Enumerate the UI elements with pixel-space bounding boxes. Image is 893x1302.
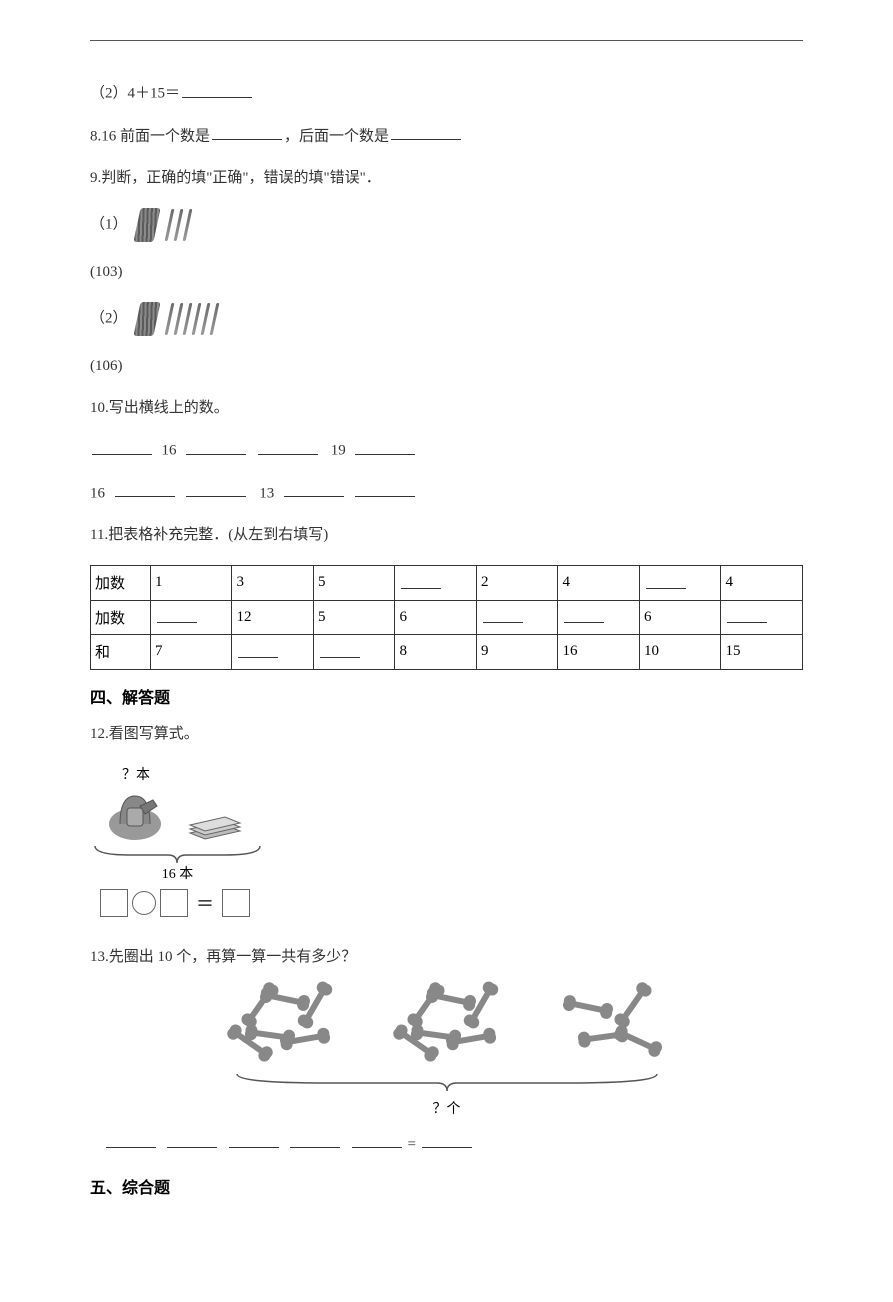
- cell: 2: [476, 566, 558, 601]
- q13-blanks: =: [90, 1132, 803, 1157]
- equation-template: ＝: [90, 889, 803, 917]
- q12-qmark: ？本: [90, 764, 803, 784]
- section-4-title: 四、解答题: [90, 684, 803, 708]
- q13-label: ？个: [207, 1098, 687, 1118]
- q13-b6[interactable]: [422, 1132, 472, 1149]
- cell: 加数: [91, 600, 151, 635]
- equals-sign: ＝: [196, 890, 214, 916]
- cell: 8: [395, 635, 477, 670]
- q13-b2[interactable]: [167, 1132, 217, 1149]
- equation-box-1[interactable]: [100, 889, 128, 917]
- q8-text-b: ，后面一个数是: [284, 128, 389, 144]
- q11: 11.把表格补充完整．(从左到右填写): [90, 523, 803, 547]
- cell: 4: [721, 566, 803, 601]
- addend-table: 加数 1 3 5 2 4 4 加数 12 5 6 6: [90, 565, 803, 670]
- equation-box-2[interactable]: [160, 889, 188, 917]
- cell: 15: [721, 635, 803, 670]
- q9-2: （2）: [90, 302, 803, 336]
- q13-eq: =: [408, 1136, 420, 1152]
- q13-b4[interactable]: [290, 1132, 340, 1149]
- table-row: 加数 12 5 6 6: [91, 600, 803, 635]
- q7-2-blank[interactable]: [182, 81, 252, 98]
- q10-row1: 16 19: [90, 438, 803, 463]
- q12-figure: ？本 16 本: [90, 764, 803, 917]
- q10-row2: 16 13: [90, 481, 803, 506]
- bone-cluster-icon: [391, 993, 521, 1063]
- cell: 10: [639, 635, 721, 670]
- cell-blank[interactable]: [313, 635, 395, 670]
- q8-blank-2[interactable]: [391, 124, 461, 141]
- q8-blank-1[interactable]: [212, 124, 282, 141]
- q10-r1-b3[interactable]: [258, 438, 318, 455]
- cell: 加数: [91, 566, 151, 601]
- sticks-icon: [137, 302, 219, 336]
- backpack-icon: [105, 786, 165, 841]
- section-5-title: 五、综合题: [90, 1174, 803, 1198]
- q9-2-num: (106): [90, 354, 803, 378]
- q13: 13.先圈出 10 个，再算一算一共有多少？: [90, 945, 803, 969]
- q8: 8.16 前面一个数是 ，后面一个数是: [90, 124, 803, 149]
- cell: 12: [232, 600, 314, 635]
- q10-r2-b3[interactable]: [284, 481, 344, 498]
- q10-r2-b4[interactable]: [355, 481, 415, 498]
- equation-op[interactable]: [132, 891, 156, 915]
- table-row: 和 7 8 9 16 10 15: [91, 635, 803, 670]
- cell: 6: [395, 600, 477, 635]
- cell-blank[interactable]: [639, 566, 721, 601]
- cell-blank[interactable]: [721, 600, 803, 635]
- cell: 7: [150, 635, 232, 670]
- q9-2-label: （2）: [90, 310, 128, 326]
- q13-b3[interactable]: [229, 1132, 279, 1149]
- cell: 6: [639, 600, 721, 635]
- cell: 1: [150, 566, 232, 601]
- equation-box-3[interactable]: [222, 889, 250, 917]
- q10-r1-b4[interactable]: [355, 438, 415, 455]
- cell: 16: [558, 635, 640, 670]
- cell: 9: [476, 635, 558, 670]
- cell: 3: [232, 566, 314, 601]
- q12: 12.看图写算式。: [90, 722, 803, 746]
- q9: 9.判断，正确的填"正确"，错误的填"错误"．: [90, 166, 803, 190]
- q10-r2-v2: 13: [259, 485, 274, 501]
- brace-icon: [227, 1069, 667, 1100]
- q13-b1[interactable]: [106, 1132, 156, 1149]
- q9-1-num: (103): [90, 260, 803, 284]
- q10-r2-b1[interactable]: [115, 481, 175, 498]
- q8-text-a: 8.16 前面一个数是: [90, 128, 210, 144]
- q13-b5[interactable]: [352, 1132, 402, 1149]
- q9-1: （1）: [90, 208, 803, 242]
- cell: 4: [558, 566, 640, 601]
- q10-r1-v2: 19: [331, 443, 346, 459]
- q10-r2-b2[interactable]: [186, 481, 246, 498]
- q13-figure: ？个: [207, 987, 687, 1118]
- bone-cluster-icon: [225, 993, 355, 1063]
- q10-r1-b2[interactable]: [186, 438, 246, 455]
- q10-r1-v1: 16: [162, 443, 177, 459]
- q10-r1-b1[interactable]: [92, 438, 152, 455]
- cell-blank[interactable]: [476, 600, 558, 635]
- cell-blank[interactable]: [558, 600, 640, 635]
- q7-2-text: （2）4＋15＝: [90, 86, 180, 102]
- cell: 5: [313, 600, 395, 635]
- table-row: 加数 1 3 5 2 4 4: [91, 566, 803, 601]
- cell: 5: [313, 566, 395, 601]
- q10: 10.写出横线上的数。: [90, 396, 803, 420]
- bone-cluster-icon: [558, 993, 668, 1063]
- cell-blank[interactable]: [232, 635, 314, 670]
- q9-1-label: （1）: [90, 216, 128, 232]
- cell-blank[interactable]: [395, 566, 477, 601]
- sticks-icon: [137, 208, 192, 242]
- q10-r2-v1: 16: [90, 485, 105, 501]
- cell-blank[interactable]: [150, 600, 232, 635]
- books-icon: [185, 811, 245, 841]
- q7-2: （2）4＋15＝: [90, 81, 803, 106]
- cell: 和: [91, 635, 151, 670]
- brace-icon: [90, 841, 265, 867]
